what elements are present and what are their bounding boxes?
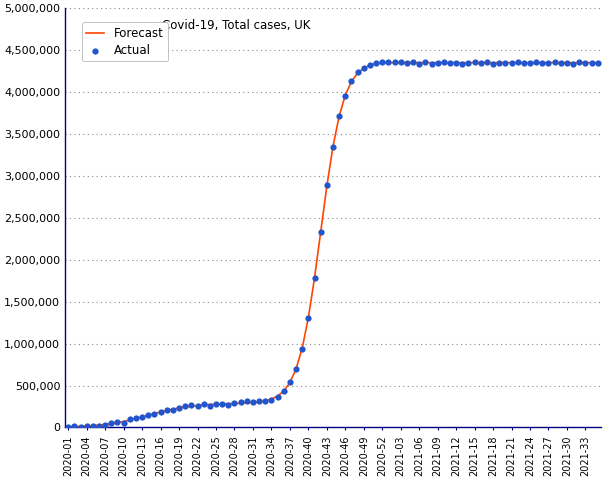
Forecast (65, 424, 72, 430)
Actual (70, 422, 79, 430)
Actual (100, 421, 110, 429)
Forecast (329, 144, 336, 149)
Forecast (502, 60, 509, 66)
Actual (365, 61, 374, 69)
Legend: Forecast, Actual: Forecast, Actual (82, 23, 168, 61)
Actual (482, 59, 492, 66)
Actual (525, 59, 535, 67)
Actual (248, 398, 258, 406)
Actual (581, 59, 590, 67)
Actual (414, 60, 424, 68)
Actual (125, 415, 135, 422)
Actual (94, 422, 104, 430)
Actual (507, 59, 517, 67)
Actual (488, 60, 498, 68)
Actual (457, 60, 467, 68)
Actual (193, 402, 203, 409)
Forecast (151, 411, 158, 417)
Actual (279, 387, 289, 395)
Actual (273, 393, 283, 401)
Actual (359, 64, 368, 72)
Actual (285, 378, 295, 386)
Actual (335, 112, 344, 120)
Actual (155, 408, 165, 416)
Actual (390, 59, 399, 66)
Actual (445, 59, 455, 67)
Actual (131, 414, 141, 422)
Actual (341, 92, 350, 100)
Actual (593, 60, 603, 67)
Actual (328, 143, 338, 150)
Actual (353, 69, 362, 76)
Actual (433, 59, 442, 67)
Actual (211, 400, 221, 408)
Actual (260, 397, 270, 405)
Actual (469, 59, 479, 66)
Actual (451, 59, 461, 66)
Actual (587, 59, 597, 67)
Actual (254, 397, 264, 405)
Actual (82, 422, 91, 430)
Actual (217, 400, 227, 408)
Actual (531, 58, 541, 65)
Actual (556, 59, 566, 67)
Actual (378, 59, 387, 66)
Actual (396, 59, 405, 66)
Actual (408, 59, 418, 66)
Actual (180, 402, 190, 410)
Actual (205, 402, 215, 409)
Actual (476, 60, 486, 67)
Actual (322, 181, 332, 189)
Actual (537, 59, 547, 67)
Actual (230, 400, 240, 408)
Actual (402, 60, 412, 67)
Actual (64, 424, 73, 432)
Actual (143, 411, 153, 419)
Actual (106, 420, 116, 427)
Actual (439, 59, 449, 66)
Forecast (218, 401, 226, 407)
Actual (310, 274, 319, 282)
Forecast (286, 380, 293, 385)
Actual (88, 422, 97, 430)
Actual (186, 401, 196, 409)
Actual (500, 60, 510, 67)
Actual (236, 398, 246, 406)
Actual (316, 228, 325, 236)
Line: Forecast: Forecast (68, 63, 598, 427)
Actual (371, 59, 381, 67)
Actual (168, 406, 178, 414)
Actual (513, 59, 523, 66)
Actual (162, 406, 172, 414)
Text: Covid-19, Total cases, UK: Covid-19, Total cases, UK (162, 19, 310, 32)
Actual (420, 59, 430, 66)
Actual (291, 366, 301, 373)
Actual (347, 78, 356, 85)
Actual (174, 404, 184, 411)
Actual (427, 60, 436, 67)
Actual (113, 419, 122, 426)
Actual (494, 60, 504, 67)
Actual (544, 60, 554, 67)
Actual (519, 60, 529, 67)
Actual (568, 60, 578, 68)
Actual (574, 58, 584, 66)
Actual (119, 419, 128, 427)
Actual (463, 60, 473, 67)
Actual (199, 400, 209, 408)
Actual (550, 59, 560, 66)
Forecast (379, 60, 386, 66)
Actual (384, 59, 393, 66)
Actual (76, 423, 85, 431)
Actual (304, 314, 313, 322)
Actual (223, 401, 233, 408)
Forecast (182, 404, 189, 410)
Actual (242, 397, 252, 405)
Actual (137, 414, 147, 421)
Actual (562, 60, 572, 67)
Actual (298, 345, 307, 353)
Actual (149, 410, 159, 418)
Actual (267, 396, 276, 404)
Forecast (594, 60, 601, 66)
